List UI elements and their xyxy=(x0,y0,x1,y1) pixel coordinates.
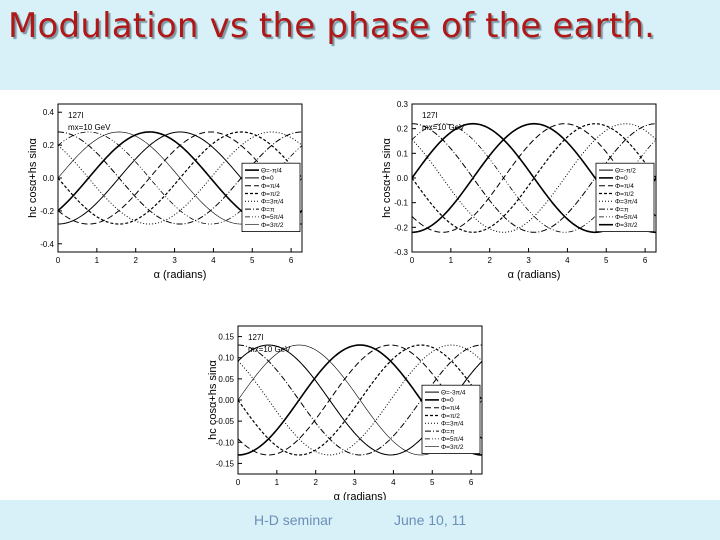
x-tick-label: 3 xyxy=(352,478,357,487)
series-line xyxy=(238,344,482,456)
x-tick-label: 1 xyxy=(449,256,454,265)
x-tick-label: 6 xyxy=(469,478,474,487)
y-tick-label: 0.10 xyxy=(218,354,234,363)
slide-footer xyxy=(0,500,720,540)
y-tick-label: -0.15 xyxy=(216,459,235,468)
legend: Θ=-π/4Φ=0Φ=π/4Φ=π/2Φ=3π/4Φ=πΦ=5π/4Φ=3π/2 xyxy=(241,162,301,232)
x-tick-label: 4 xyxy=(391,478,396,487)
legend-entry: Φ=π/4 xyxy=(615,183,634,190)
legend: Θ=-3π/4Φ=0Φ=π/4Φ=π/2Φ=3π/4Φ=πΦ=5π/4Φ=3π/… xyxy=(421,384,481,454)
legend-entry: Φ=0 xyxy=(441,397,454,404)
plot-annotation: mx=10 GeV xyxy=(68,123,111,132)
chart-panel-1: 0 1 2 3 4 5 6 -0.4 -0.2 0.0 0.2 0.4 α (radians) hc co… xyxy=(27,103,303,281)
slide-title: Modulation vs the phase of the earth. xyxy=(8,6,656,46)
legend-entry: Φ=3π/2 xyxy=(441,444,464,451)
plot-annotation: 127I xyxy=(68,111,84,120)
plot-annotation: 127I xyxy=(248,333,264,342)
series-line xyxy=(238,344,482,456)
x-tick-label: 5 xyxy=(250,256,255,265)
legend-entry: Φ=π/2 xyxy=(615,191,634,198)
y-tick-label: 0.3 xyxy=(397,100,409,109)
chart-panel-3: 0 1 2 3 4 5 6-0.15-0.10-0.050.000.050.100.15α … xyxy=(207,325,483,503)
chart-panel-2: 0 1 2 3 4 5 6 -0.3 -0.2 -0.1 0.0 0.1 0.2 0.3 α (radian… xyxy=(381,100,657,281)
legend-entry: Φ=π/4 xyxy=(261,183,280,190)
legend-entry: Φ=0 xyxy=(615,175,628,182)
series-line xyxy=(58,131,302,225)
series-line xyxy=(238,344,482,456)
y-tick-label: 0.05 xyxy=(218,375,234,384)
x-tick-label: 0 xyxy=(56,256,61,265)
x-tick-label: 5 xyxy=(604,256,609,265)
legend-entry: Φ=5π/4 xyxy=(615,214,638,221)
series-line xyxy=(412,123,656,233)
series-line xyxy=(412,123,656,233)
x-tick-label: 2 xyxy=(133,256,138,265)
y-tick-label: 0.0 xyxy=(43,174,55,183)
legend-entry: Φ=π xyxy=(441,428,455,435)
y-tick-label: -0.2 xyxy=(40,207,54,216)
y-tick-label: -0.1 xyxy=(394,199,408,208)
x-tick-label: 1 xyxy=(95,256,100,265)
series-line xyxy=(238,344,482,456)
plot-annotation: 127I xyxy=(422,111,438,120)
x-tick-label: 0 xyxy=(236,478,241,487)
footer-event-name: H-D seminar xyxy=(254,512,333,528)
x-tick-label: 3 xyxy=(172,256,177,265)
x-tick-label: 6 xyxy=(643,256,648,265)
y-tick-label: -0.10 xyxy=(216,438,235,447)
y-tick-label: 0.2 xyxy=(397,125,409,134)
legend-entry: Φ=0 xyxy=(261,175,274,182)
y-tick-label: -0.4 xyxy=(40,240,54,249)
legend-entry: Θ=-π/2 xyxy=(615,167,636,174)
series-line xyxy=(58,131,302,225)
y-tick-label: 0.4 xyxy=(43,108,55,117)
y-tick-label: 0.0 xyxy=(397,174,409,183)
y-axis-label: hc cosα+hs sinα xyxy=(207,360,219,440)
x-tick-label: 6 xyxy=(289,256,294,265)
y-tick-label: 0.1 xyxy=(397,149,409,158)
x-tick-label: 0 xyxy=(410,256,415,265)
series-line xyxy=(412,123,656,233)
legend-entry: Φ=3π/4 xyxy=(441,421,464,428)
legend-entry: Φ=3π/2 xyxy=(615,222,638,229)
y-tick-label: -0.3 xyxy=(394,248,408,257)
legend: Θ=-π/2Φ=0Φ=π/4Φ=π/2Φ=3π/4Φ=πΦ=5π/4Φ=3π/2 xyxy=(595,162,655,232)
legend-entry: Φ=5π/4 xyxy=(441,436,464,443)
legend-entry: Φ=3π/4 xyxy=(615,199,638,206)
plot-annotation: mx=10 GeV xyxy=(422,123,465,132)
legend-entry: Φ=3π/4 xyxy=(261,199,284,206)
y-axis-label: hc cosα+hs sinα xyxy=(27,138,39,218)
y-tick-label: 0.2 xyxy=(43,141,55,150)
legend-entry: Φ=3π/2 xyxy=(261,222,284,229)
x-tick-label: 4 xyxy=(565,256,570,265)
legend-entry: Θ=-π/4 xyxy=(261,167,282,174)
x-axis-label: α (radians) xyxy=(508,269,561,281)
x-tick-label: 1 xyxy=(275,478,280,487)
legend-entry: Φ=π xyxy=(261,206,275,213)
x-tick-label: 4 xyxy=(211,256,216,265)
legend-entry: Θ=-3π/4 xyxy=(441,389,466,396)
footer-date: June 10, 11 xyxy=(394,512,467,528)
y-tick-label: 0.15 xyxy=(218,333,234,342)
x-tick-label: 2 xyxy=(313,478,318,487)
y-axis-label: hc cosα+hs sinα xyxy=(381,138,393,218)
y-tick-label: -0.2 xyxy=(394,223,408,232)
y-tick-label: 0.00 xyxy=(218,396,234,405)
legend-entry: Φ=π/2 xyxy=(441,413,460,420)
legend-entry: Φ=π/4 xyxy=(441,405,460,412)
plot-annotation: mx=10 GeV xyxy=(248,345,291,354)
x-tick-label: 3 xyxy=(526,256,531,265)
y-tick-label: -0.05 xyxy=(216,417,235,426)
legend-entry: Φ=π/2 xyxy=(261,191,280,198)
legend-entry: Φ=π xyxy=(615,206,629,213)
x-axis-label: α (radians) xyxy=(154,269,207,281)
x-tick-label: 2 xyxy=(487,256,492,265)
legend-entry: Φ=5π/4 xyxy=(261,214,284,221)
x-tick-label: 5 xyxy=(430,478,435,487)
